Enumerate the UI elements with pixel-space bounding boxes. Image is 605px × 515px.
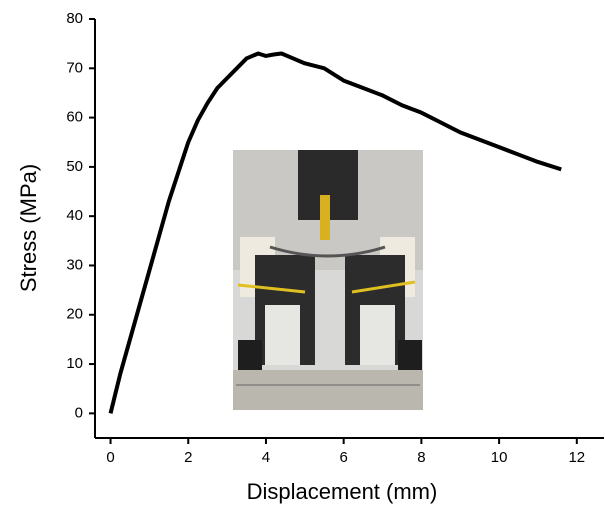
x-tick-label: 0 xyxy=(106,449,114,466)
inset-photo xyxy=(233,150,423,410)
y-tick-label: 70 xyxy=(66,59,83,76)
x-tick-label: 4 xyxy=(262,449,270,466)
x-tick-label: 8 xyxy=(417,449,425,466)
y-tick-label: 30 xyxy=(66,256,83,273)
x-tick-label: 6 xyxy=(339,449,347,466)
x-tick-label: 2 xyxy=(184,449,192,466)
y-tick-label: 50 xyxy=(66,158,83,175)
y-tick-label: 80 xyxy=(66,10,83,27)
stress-curve xyxy=(108,51,562,414)
y-tick-label: 10 xyxy=(66,355,83,372)
y-tick-label: 0 xyxy=(75,404,83,421)
y-tick-label: 40 xyxy=(66,207,83,224)
y-tick-label: 60 xyxy=(66,109,83,126)
y-axis-title: Stress (MPa) xyxy=(16,164,41,292)
x-tick-label: 10 xyxy=(491,449,508,466)
x-axis-title: Displacement (mm) xyxy=(247,479,438,504)
x-tick-label: 12 xyxy=(568,449,585,466)
y-tick-label: 20 xyxy=(66,306,83,323)
